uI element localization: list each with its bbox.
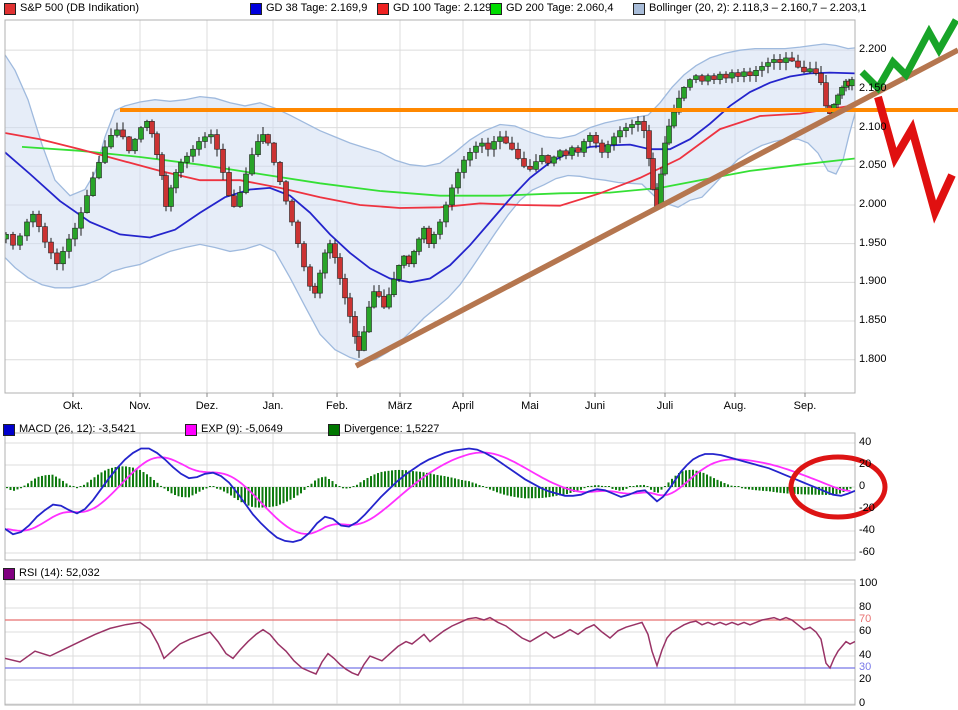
month-label: Juni — [584, 400, 606, 412]
rsi-panel-grid — [5, 580, 855, 705]
legend-swatch-icon — [633, 3, 645, 15]
macd-tick-label: -20 — [859, 501, 875, 514]
rsi-tick-label: 0 — [859, 697, 866, 710]
price-tick-label: 2.100 — [859, 120, 887, 133]
macd-tick-label: 40 — [859, 436, 872, 448]
legend-swatch-icon — [3, 424, 15, 436]
month-label: Sep. — [793, 400, 817, 412]
legend-swatch-icon — [3, 568, 15, 580]
month-label: Dez. — [195, 400, 219, 412]
legend-label: Bollinger (20, 2): 2.118,3 – 2.160,7 – 2… — [649, 2, 867, 14]
legend-swatch-icon — [377, 3, 389, 15]
legend-swatch-icon — [250, 3, 262, 15]
price-tick-label: 1.900 — [859, 275, 887, 288]
rsi-tick-label: 60 — [859, 624, 872, 637]
macd-line — [5, 447, 855, 543]
rsi-tick-label: 80 — [859, 600, 872, 613]
legend-swatch-icon — [490, 3, 502, 15]
legend-swatch-icon — [4, 3, 16, 15]
gd38-line — [5, 71, 855, 284]
legend-swatch-icon — [185, 424, 197, 436]
legend-label: GD 38 Tage: 2.169,9 — [266, 2, 368, 14]
macd-tick-label: -60 — [859, 545, 875, 558]
brown-trendline — [354, 47, 958, 369]
macd-lines — [5, 447, 855, 543]
moving-averages — [5, 71, 855, 284]
month-label: Nov. — [129, 400, 151, 412]
price-tick-label: 2.150 — [859, 81, 887, 94]
price-tick-label: 1.950 — [859, 236, 887, 249]
price-tick-label: 2.000 — [859, 197, 887, 210]
rsi-legend: RSI (14): 52,032 — [0, 566, 958, 582]
price-tick-label: 2.050 — [859, 159, 887, 172]
rsi-tick-label: 20 — [859, 673, 872, 686]
macd-tick-label: 20 — [859, 457, 872, 470]
legend-label: S&P 500 (DB Indikation) — [20, 2, 140, 14]
price-tick-label: 1.800 — [859, 352, 887, 365]
gd200-line — [21, 146, 855, 197]
macd-legend: MACD (26, 12): -3,5421 EXP (9): -5,0649 Di… — [0, 422, 958, 438]
red-ellipse-annotation — [788, 454, 888, 520]
month-label: Mai — [521, 400, 539, 412]
macd-panel-grid — [5, 433, 855, 560]
month-label: Aug. — [723, 400, 747, 412]
macd-tick-label: -40 — [859, 523, 875, 536]
month-label: Okt. — [62, 400, 84, 412]
price-tick-label: 2.200 — [859, 43, 887, 56]
legend-swatch-icon — [328, 424, 340, 436]
month-label: Juli — [656, 400, 674, 412]
rsi-tick-label: 100 — [859, 576, 878, 589]
month-label: Jan. — [262, 400, 284, 412]
macd-tick-label: 0 — [859, 479, 866, 492]
bollinger-band — [5, 43, 855, 362]
price-tick-label: 1.850 — [859, 314, 887, 327]
main-chart-legend: S&P 500 (DB Indikation) GD 38 Tage: 2.169… — [0, 1, 958, 17]
macd-signal-line — [6, 451, 851, 535]
rsi-line — [5, 616, 855, 677]
month-label: Feb. — [325, 400, 349, 412]
rsi-level-label: 30 — [859, 661, 872, 674]
month-label: März — [387, 400, 413, 412]
legend-label: Divergence: 1,5227 — [344, 423, 440, 435]
rsi-tick-label: 40 — [859, 649, 872, 661]
legend-label: GD 100 Tage: 2.129,1 — [393, 2, 501, 14]
rsi-level-label: 70 — [859, 612, 872, 625]
legend-label: RSI (14): 52,032 — [19, 567, 100, 579]
legend-label: EXP (9): -5,0649 — [201, 423, 283, 435]
legend-label: MACD (26, 12): -3,5421 — [19, 423, 136, 435]
month-label: April — [451, 400, 475, 412]
legend-label: GD 200 Tage: 2.060,4 — [506, 2, 614, 14]
red-down-scenario-arrow — [874, 95, 956, 224]
green-up-scenario-arrow — [859, 18, 958, 94]
gd100-line — [5, 104, 855, 209]
